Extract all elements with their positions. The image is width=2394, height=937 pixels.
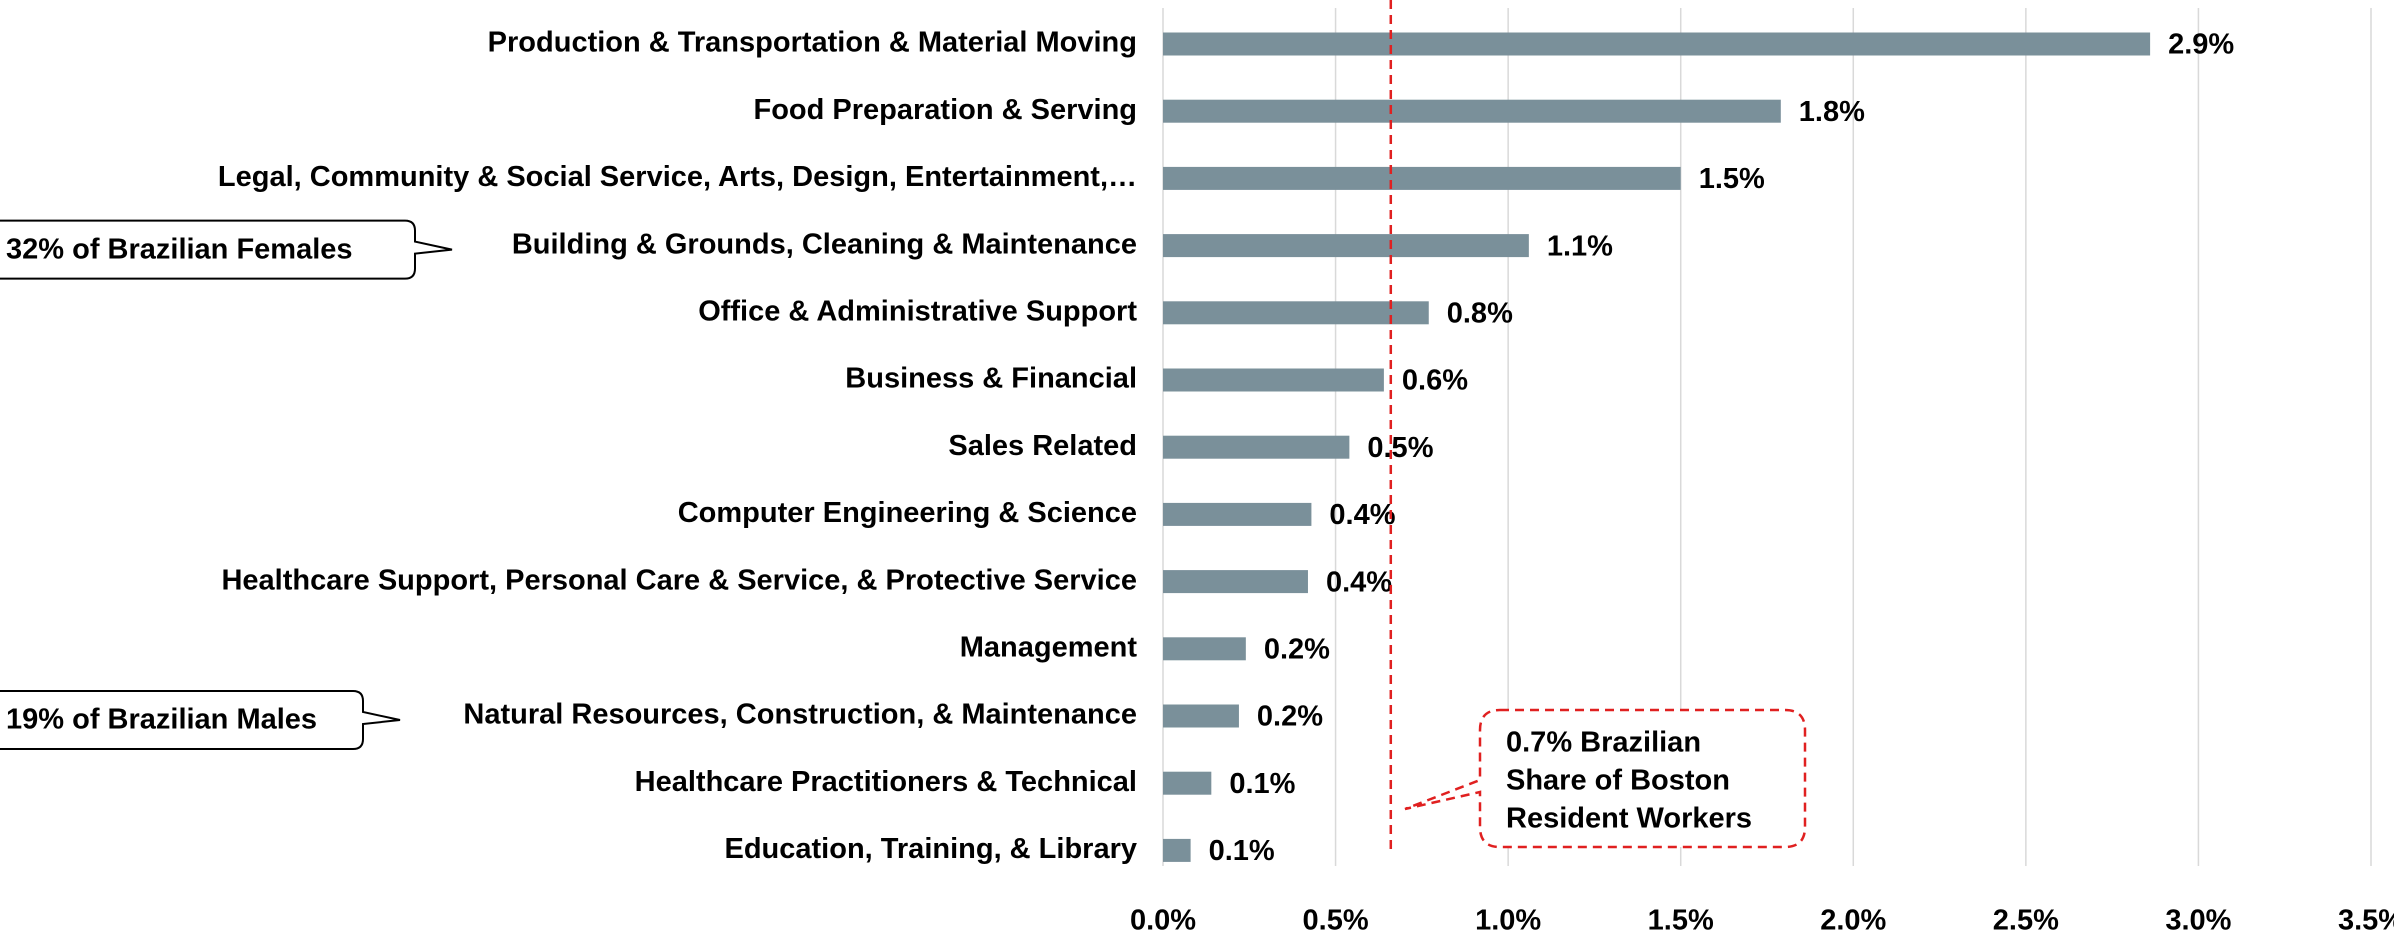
bar: [1163, 368, 1384, 392]
category-label: Building & Grounds, Cleaning & Maintenan…: [512, 228, 1137, 260]
bar: [1163, 99, 1781, 123]
category-label: Education, Training, & Library: [725, 833, 1138, 865]
x-tick-label: 0.0%: [1130, 905, 1196, 937]
callout-box: [0, 219, 453, 280]
bar: [1163, 234, 1529, 258]
bar: [1163, 32, 2151, 56]
bar: [1163, 771, 1212, 795]
callout-text: 19% of Brazilian Males: [6, 704, 317, 736]
data-label: 1.5%: [1699, 163, 1765, 195]
bar: [1163, 570, 1308, 594]
data-label: 0.1%: [1209, 835, 1275, 867]
bar: [1163, 838, 1191, 862]
bar: [1163, 435, 1350, 459]
x-tick-label: 2.0%: [1820, 905, 1886, 937]
callout-text: 32% of Brazilian Females: [6, 233, 353, 265]
data-label: 0.1%: [1229, 768, 1295, 800]
data-label: 2.9%: [2168, 29, 2234, 61]
data-label: 0.6%: [1402, 365, 1468, 397]
annotation-text: Resident Workers: [1506, 803, 1752, 835]
category-label: Production & Transportation & Material M…: [488, 27, 1137, 59]
data-label: 0.2%: [1257, 701, 1323, 733]
category-label: Food Preparation & Serving: [754, 94, 1138, 126]
category-label: Office & Administrative Support: [698, 295, 1137, 327]
category-label: Business & Financial: [845, 363, 1137, 395]
annotation-box: [1404, 708, 1807, 849]
category-label: Healthcare Practitioners & Technical: [635, 766, 1137, 798]
x-tick-label: 3.5%: [2338, 905, 2394, 937]
x-tick-label: 0.5%: [1303, 905, 1369, 937]
data-label: 1.8%: [1799, 96, 1865, 128]
x-tick-label: 3.0%: [2165, 905, 2231, 937]
x-tick-label: 2.5%: [1993, 905, 2059, 937]
data-label: 0.4%: [1326, 566, 1392, 598]
bar: [1163, 502, 1312, 526]
x-tick-label: 1.5%: [1648, 905, 1714, 937]
data-label: 0.4%: [1329, 499, 1395, 531]
data-label: 0.2%: [1264, 633, 1330, 665]
category-label: Management: [960, 631, 1138, 663]
bar: [1163, 637, 1246, 661]
x-tick-label: 1.0%: [1475, 905, 1541, 937]
annotation-text: Share of Boston: [1506, 765, 1730, 797]
bar: [1163, 301, 1429, 325]
category-label: Legal, Community & Social Service, Arts,…: [218, 161, 1137, 193]
category-label: Computer Engineering & Science: [678, 497, 1137, 529]
bar: [1163, 166, 1681, 190]
data-label: 0.5%: [1367, 432, 1433, 464]
data-label: 1.1%: [1547, 230, 1613, 262]
category-label: Healthcare Support, Personal Care & Serv…: [221, 564, 1137, 596]
callout-box: [0, 690, 401, 750]
annotation-text: 0.7% Brazilian: [1506, 727, 1701, 759]
category-label: Natural Resources, Construction, & Maint…: [463, 699, 1137, 731]
category-label: Sales Related: [948, 430, 1137, 462]
bar: [1163, 704, 1239, 728]
data-label: 0.8%: [1447, 297, 1513, 329]
